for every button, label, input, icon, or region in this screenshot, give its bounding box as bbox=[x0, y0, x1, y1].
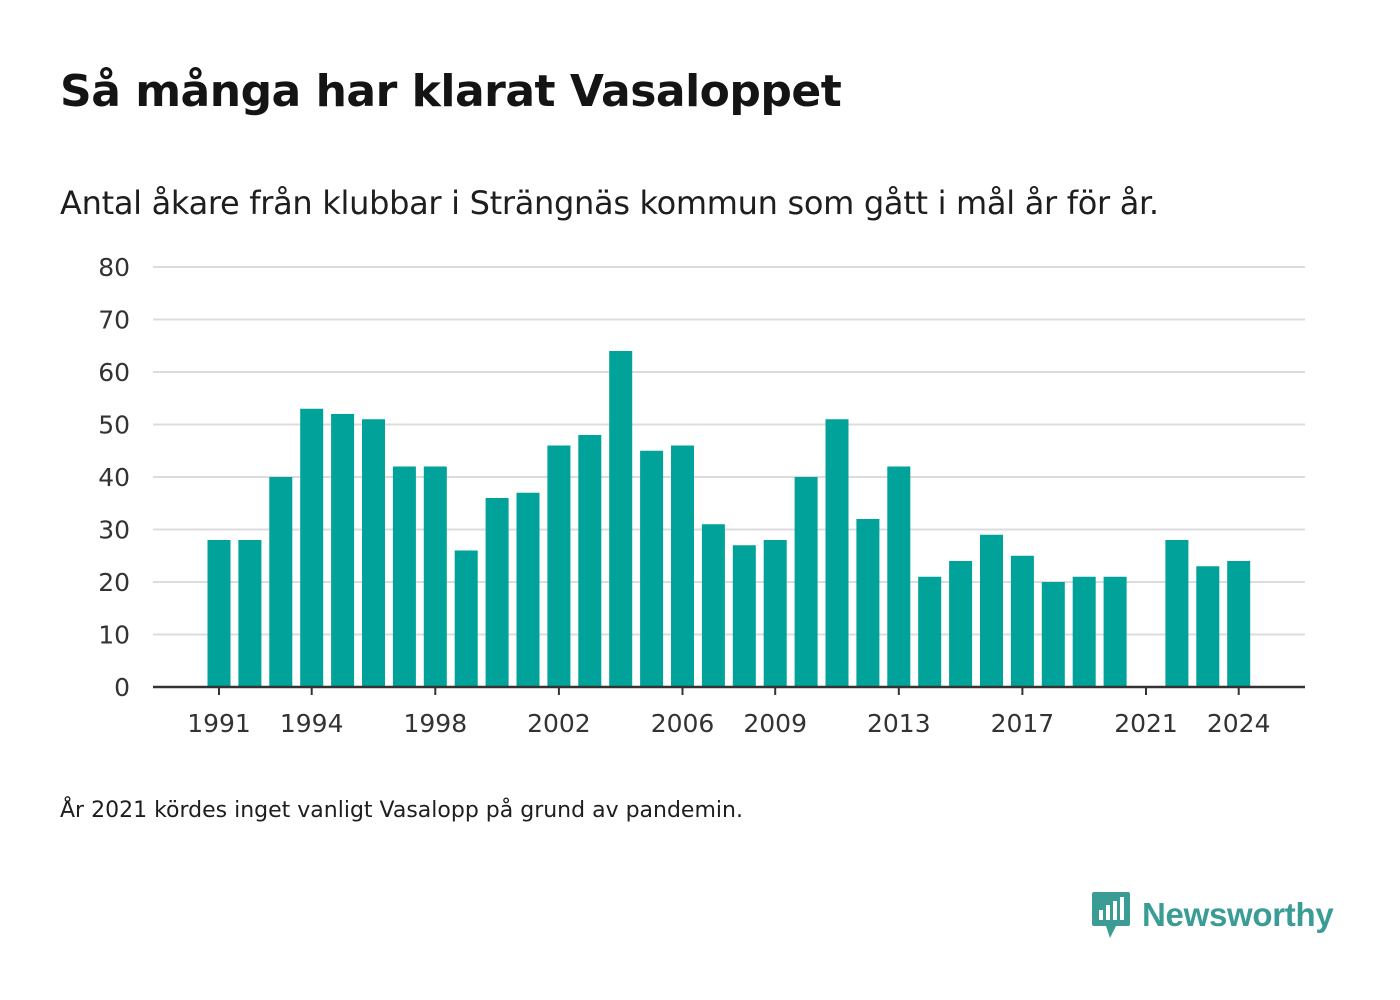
bar-1994 bbox=[300, 408, 324, 687]
bar-2022 bbox=[1165, 540, 1189, 687]
bar-2007 bbox=[701, 524, 725, 687]
gridlines bbox=[153, 266, 1305, 636]
bar-2010 bbox=[794, 477, 818, 687]
x-tick-label: 2024 bbox=[1207, 709, 1271, 738]
bar-1995 bbox=[331, 414, 355, 687]
y-tick-label: 0 bbox=[114, 673, 130, 702]
bar-1998 bbox=[423, 466, 447, 687]
x-tick-label: 2021 bbox=[1114, 709, 1178, 738]
bar-2020 bbox=[1103, 576, 1127, 687]
bar-2015 bbox=[949, 561, 973, 687]
bar-chart: 0 10 20 30 40 50 60 70 80 1991 1994 1998 2002 2006 200… bbox=[98, 253, 1305, 738]
newsworthy-logo-icon bbox=[1092, 892, 1130, 938]
bar-2006 bbox=[671, 445, 694, 687]
y-tick-label: 50 bbox=[98, 411, 130, 440]
bar-1991 bbox=[207, 540, 231, 687]
x-tick-label: 1994 bbox=[280, 709, 344, 738]
bar-2001 bbox=[516, 492, 540, 687]
x-tick-label: 2002 bbox=[527, 709, 591, 738]
x-tick-label: 2013 bbox=[867, 709, 931, 738]
bar-1999 bbox=[454, 550, 478, 687]
footnote: År 2021 kördes inget vanligt Vasalopp på… bbox=[60, 798, 743, 823]
brand-name: Newsworthy bbox=[1142, 896, 1334, 933]
bar-2000 bbox=[485, 498, 509, 687]
bar-2024 bbox=[1227, 561, 1251, 687]
bar-2008 bbox=[732, 545, 756, 687]
bars bbox=[207, 351, 1251, 687]
y-tick-label: 10 bbox=[98, 621, 130, 650]
y-tick-label: 70 bbox=[98, 306, 130, 335]
bar-2019 bbox=[1072, 576, 1096, 687]
x-tick-label: 2009 bbox=[743, 709, 807, 738]
bar-2005 bbox=[640, 450, 664, 687]
bar-2017 bbox=[1010, 555, 1034, 687]
chart-subtitle: Antal åkare från klubbar i Strängnäs kom… bbox=[60, 184, 1159, 222]
y-tick-label: 20 bbox=[98, 568, 130, 597]
brand: Newsworthy bbox=[1090, 890, 1334, 940]
bar-1992 bbox=[238, 540, 262, 687]
bar-2016 bbox=[980, 534, 1003, 687]
bar-2023 bbox=[1196, 566, 1220, 687]
bar-2003 bbox=[578, 435, 602, 687]
bar-2013 bbox=[887, 466, 911, 687]
bar-1996 bbox=[362, 419, 385, 687]
x-tick-label: 1998 bbox=[403, 709, 467, 738]
bar-2018 bbox=[1041, 582, 1065, 687]
chart-title: Så många har klarat Vasaloppet bbox=[60, 66, 842, 117]
x-tick-label: 1991 bbox=[187, 709, 251, 738]
y-tick-label: 40 bbox=[98, 463, 130, 492]
y-tick-label: 80 bbox=[98, 253, 130, 282]
bar-2009 bbox=[763, 540, 787, 687]
x-tick-label: 2006 bbox=[651, 709, 715, 738]
axes: 0 10 20 30 40 50 60 70 80 1991 1994 1998 2002 2006 200… bbox=[98, 253, 1305, 738]
y-tick-label: 60 bbox=[98, 358, 130, 387]
x-tick-label: 2017 bbox=[991, 709, 1055, 738]
bar-2004 bbox=[609, 351, 633, 687]
bar-2014 bbox=[918, 576, 942, 687]
bar-1997 bbox=[392, 466, 416, 687]
bar-2012 bbox=[856, 519, 880, 687]
bar-2002 bbox=[547, 445, 571, 687]
y-tick-label: 30 bbox=[98, 516, 130, 545]
bar-1993 bbox=[269, 477, 293, 687]
bar-2011 bbox=[825, 419, 849, 687]
